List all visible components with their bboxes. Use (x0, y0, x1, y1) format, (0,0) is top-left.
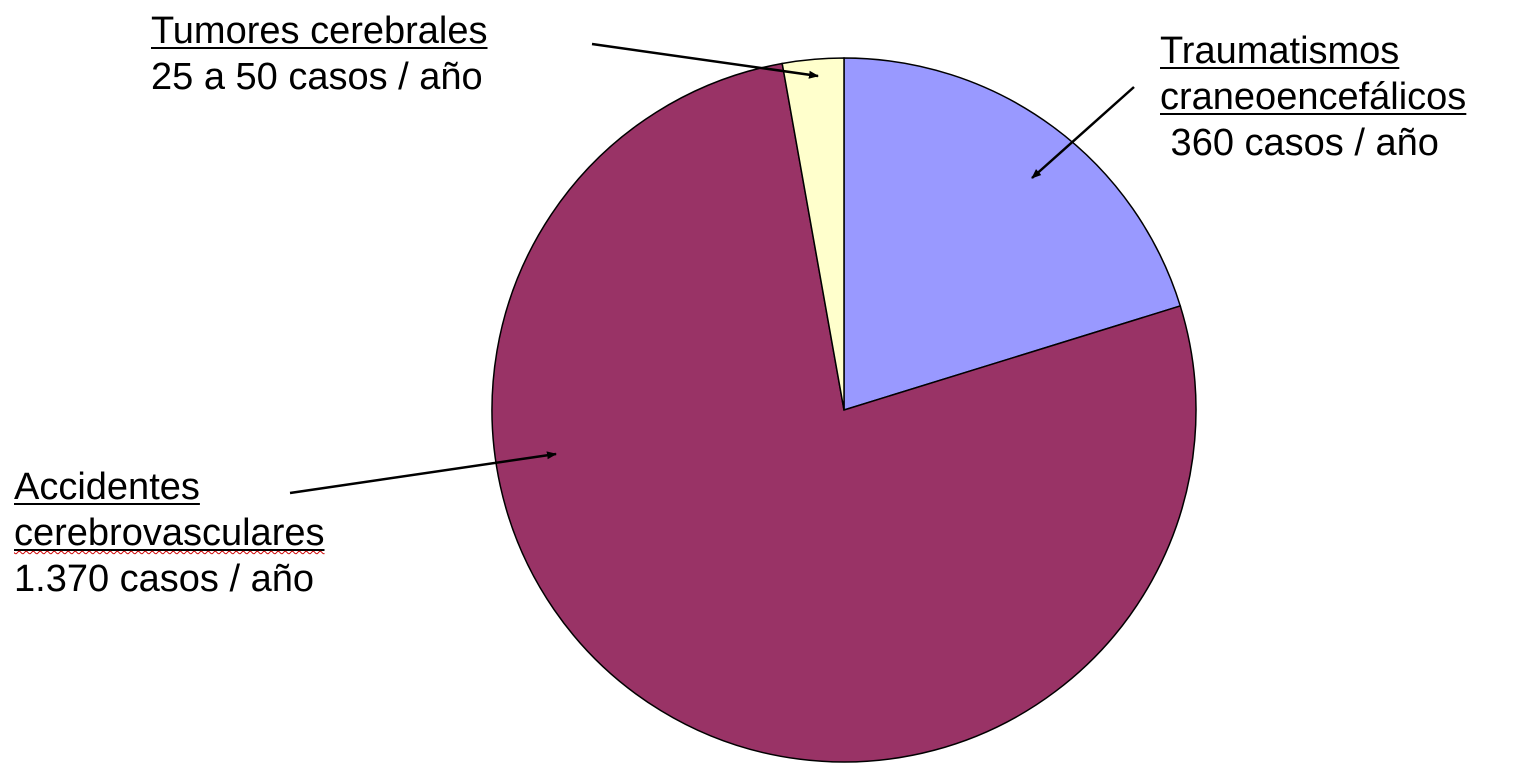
label-acv-name-line2: cerebrovasculares (14, 512, 325, 554)
label-trauma-value: 360 casos / año (1160, 122, 1439, 164)
arrow-trauma (1031, 86, 1135, 179)
label-tumores-name: Tumores cerebrales (151, 10, 488, 52)
label-traumatismos: Traumatismos craneoencefálicos 360 casos… (1160, 28, 1466, 166)
label-acv-value: 1.370 casos / año (14, 558, 314, 600)
pie-slice-accidentes-cerebrovasculares (491, 62, 1197, 763)
arrow-tumores (591, 42, 819, 79)
label-accidentes-cerebrovasculares: Accidentes cerebrovasculares 1.370 casos… (14, 464, 324, 602)
label-acv-name-line1: Accidentes (14, 466, 200, 508)
pie-slice-traumatismos-craneoencef-licos (843, 57, 1182, 412)
label-trauma-name-line1: Traumatismos (1160, 30, 1400, 72)
label-tumores-value: 25 a 50 casos / año (151, 56, 483, 98)
pie-slice-tumores-cerebrales (781, 57, 845, 411)
label-tumores-cerebrales: Tumores cerebrales 25 a 50 casos / año (151, 8, 488, 100)
pie-slices (491, 57, 1197, 763)
label-trauma-name-line2: craneoencefálicos (1160, 76, 1467, 118)
annotation-arrows (289, 42, 1135, 495)
arrow-acv (289, 451, 557, 495)
